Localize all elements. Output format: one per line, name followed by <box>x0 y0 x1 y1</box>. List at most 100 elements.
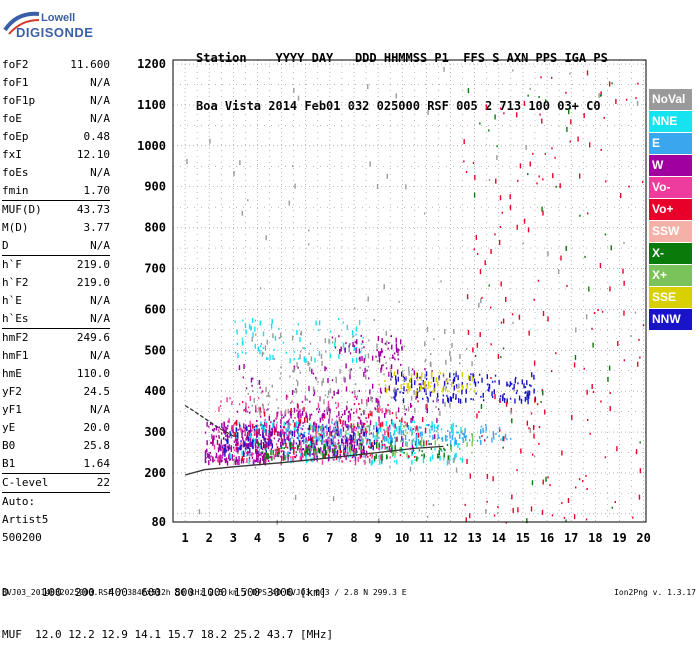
echo-point <box>386 173 388 179</box>
echo-point <box>239 160 241 166</box>
echo-point <box>466 441 468 447</box>
echo-point <box>445 439 447 442</box>
echo-point <box>345 363 347 369</box>
echo-point <box>223 458 226 461</box>
echo-point <box>292 420 294 423</box>
echo-point <box>335 427 337 430</box>
echo-point <box>635 449 638 455</box>
echo-point <box>579 214 581 217</box>
echo-point <box>299 418 302 424</box>
echo-point <box>396 459 398 465</box>
echo-point <box>382 435 384 441</box>
echo-point <box>204 458 207 464</box>
echo-point <box>316 439 318 442</box>
echo-point <box>368 433 371 436</box>
echo-point <box>336 421 339 427</box>
echo-point <box>262 352 265 355</box>
echo-point <box>358 319 361 325</box>
echo-point <box>237 447 239 453</box>
echo-point <box>554 156 556 159</box>
echo-point <box>381 350 384 353</box>
echo-point <box>334 448 336 454</box>
echo-point <box>301 407 304 410</box>
echo-point <box>414 459 416 462</box>
echo-point <box>397 358 400 361</box>
echo-point <box>218 443 221 446</box>
echo-point <box>307 436 310 442</box>
echo-point <box>444 401 446 407</box>
echo-point <box>248 451 251 457</box>
echo-point <box>296 409 298 412</box>
echo-point <box>259 345 262 348</box>
echo-point <box>379 422 382 428</box>
echo-point <box>407 457 409 460</box>
echo-point <box>452 393 454 399</box>
echo-point <box>355 333 357 336</box>
echo-point <box>305 452 307 458</box>
echo-point <box>319 427 321 430</box>
echo-point <box>559 183 561 189</box>
echo-point <box>391 356 394 359</box>
echo-point <box>475 234 478 240</box>
echo-point <box>336 392 338 395</box>
param-name: foE <box>2 112 22 125</box>
param-value: N/A <box>90 112 110 125</box>
param-row: fxI 12.10 <box>2 146 110 164</box>
station-header: Station YYYY DAY DDD HHMMSS P1 FFS S AXN… <box>196 18 608 130</box>
echo-point <box>465 398 467 401</box>
echo-point <box>512 321 514 324</box>
echo-point <box>400 440 402 443</box>
echo-point <box>597 309 599 312</box>
echo-point <box>280 332 282 338</box>
echo-point <box>394 423 396 429</box>
echo-point <box>276 443 278 446</box>
echo-point <box>242 319 244 322</box>
echo-point <box>404 421 406 424</box>
echo-point <box>301 410 304 416</box>
echo-point <box>343 450 345 453</box>
echo-point <box>281 446 283 449</box>
echo-point <box>395 347 398 353</box>
echo-point <box>264 447 267 450</box>
echo-point <box>601 310 604 313</box>
echo-point <box>259 407 262 413</box>
echo-point <box>312 453 315 456</box>
echo-point <box>355 346 357 349</box>
echo-point <box>325 450 328 456</box>
x-tick-label: 15 <box>516 531 530 545</box>
echo-point <box>314 422 316 425</box>
echo-point <box>387 438 389 444</box>
echo-point <box>406 382 409 388</box>
echo-point <box>517 507 519 513</box>
echo-point <box>349 413 351 419</box>
echo-point <box>253 433 256 436</box>
echo-point <box>210 455 212 458</box>
echo-point <box>226 434 229 440</box>
echo-point <box>413 370 416 376</box>
echo-point <box>439 455 441 461</box>
echo-point <box>445 379 447 385</box>
echo-point <box>227 447 229 450</box>
echo-point <box>479 436 481 439</box>
echo-point <box>371 454 374 457</box>
echo-point <box>431 454 434 460</box>
echo-point <box>329 353 332 359</box>
echo-point <box>431 371 433 377</box>
echo-point <box>362 431 365 437</box>
echo-point <box>308 362 311 365</box>
echo-point <box>455 370 458 373</box>
echo-point <box>313 453 315 459</box>
echo-point <box>623 359 626 362</box>
echo-point <box>317 426 320 432</box>
echo-point <box>367 413 370 419</box>
echo-point <box>297 404 300 410</box>
echo-point <box>236 343 238 346</box>
echo-point <box>378 427 380 430</box>
echo-point <box>473 248 475 251</box>
echo-point <box>432 436 434 439</box>
echo-point <box>500 321 503 324</box>
echo-point <box>332 455 335 461</box>
echo-point <box>314 357 316 363</box>
echo-point <box>447 398 450 404</box>
echo-point <box>304 438 307 444</box>
